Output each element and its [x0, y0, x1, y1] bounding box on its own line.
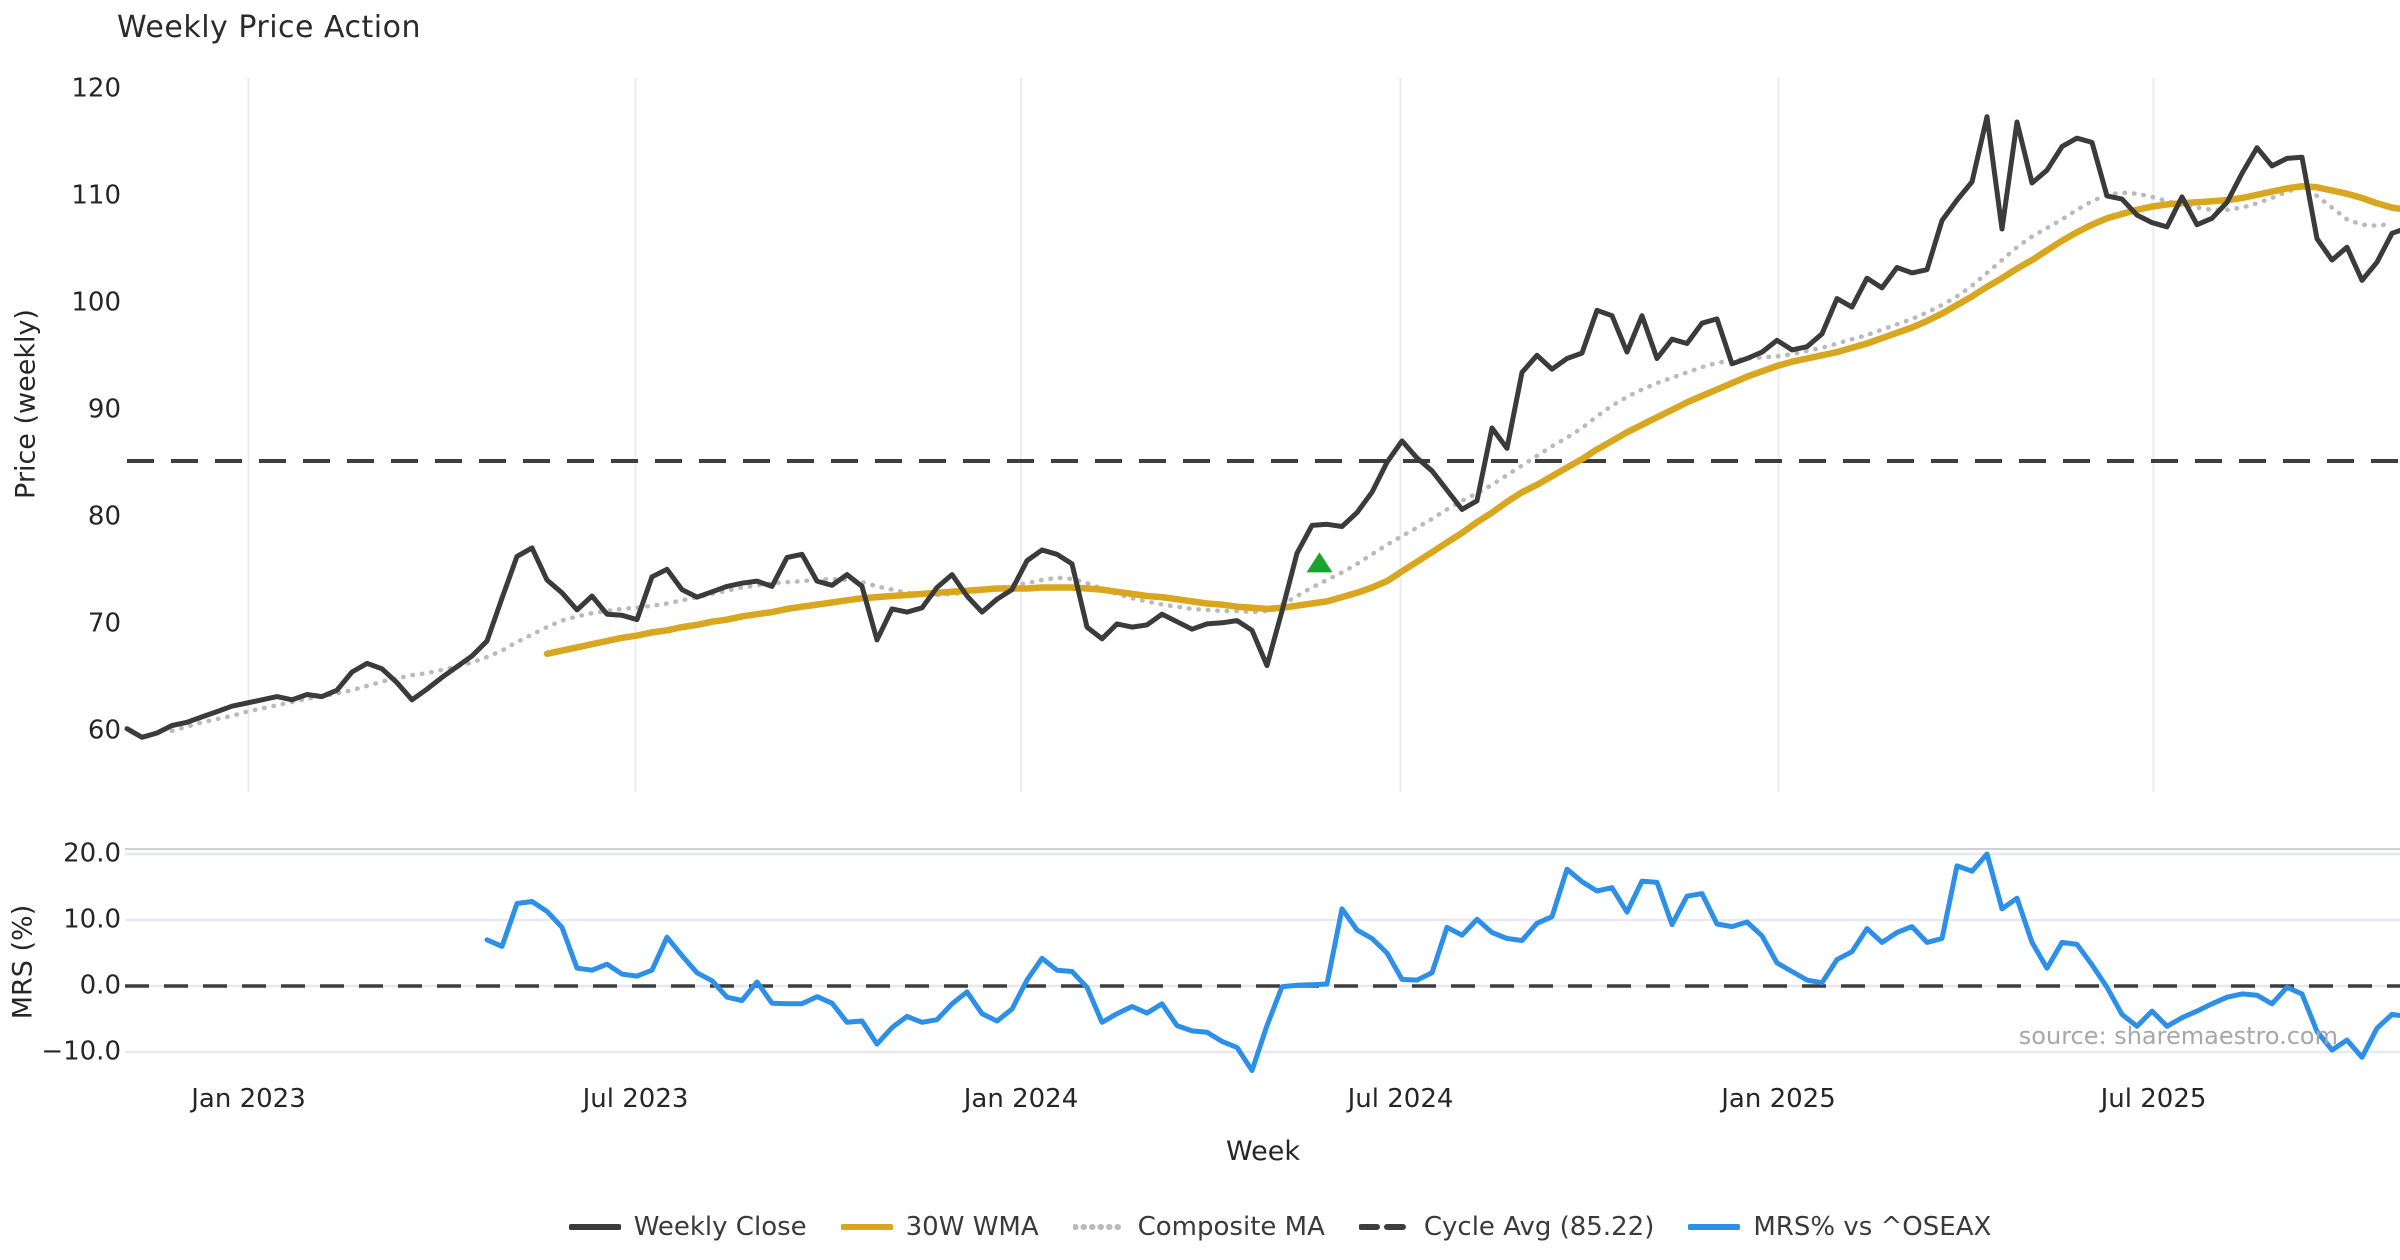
series-30w-wma [543, 182, 2400, 658]
legend-swatch-icon [1358, 1224, 1411, 1230]
legend-label: Cycle Avg (85.22) [1423, 1212, 1655, 1242]
x-tick-label: Jul 2025 [2100, 1084, 2207, 1114]
price-tick-label: 110 [71, 180, 121, 211]
legend-swatch-icon [568, 1224, 621, 1230]
price-tick-label: 70 [87, 608, 121, 639]
mrs-tick-label: −10.0 [41, 1036, 121, 1067]
legend-item-weekly-close: Weekly Close [568, 1212, 807, 1242]
x-tick-label: Jan 2023 [191, 1084, 306, 1114]
legend-item-composite-ma: Composite MA [1072, 1212, 1325, 1242]
x-tick-label: Jul 2024 [1347, 1084, 1454, 1114]
source-watermark: source: sharemaestro.com [2018, 1022, 2338, 1050]
legend-label: MRS% vs ^OSEAX [1753, 1212, 1992, 1242]
x-tick-label: Jan 2025 [1721, 1084, 1836, 1114]
x-tick-label: Jul 2023 [582, 1084, 689, 1114]
chart-title: Weekly Price Action [117, 10, 421, 45]
legend-item-30w-wma: 30W WMA [840, 1212, 1039, 1242]
mrs-tick-label: 20.0 [63, 838, 121, 869]
price-tick-label: 90 [87, 394, 121, 425]
legend-item-mrs-vs-oseax: MRS% vs ^OSEAX [1688, 1212, 1991, 1242]
mrs-tick-label: 0.0 [79, 970, 121, 1001]
chart-legend: Weekly Close 30W WMA Composite MA Cycle … [80, 1212, 2400, 1242]
legend-label: 30W WMA [905, 1212, 1039, 1242]
legend-swatch-icon [1688, 1224, 1741, 1230]
buy-signal-triangle-icon [1306, 552, 1333, 573]
series-mrs-vs-oseax [484, 851, 2400, 1073]
series-weekly-close [124, 114, 2400, 740]
legend-item-cycle-avg-85-22-: Cycle Avg (85.22) [1358, 1212, 1655, 1242]
x-axis-label: Week [1226, 1136, 1300, 1167]
price-tick-label: 80 [87, 501, 121, 532]
price-axis-label: Price (weekly) [10, 309, 42, 499]
price-tick-label: 120 [71, 73, 121, 104]
price-tick-label: 60 [87, 715, 121, 746]
mrs-tick-label: 10.0 [63, 904, 121, 935]
price-tick-label: 100 [71, 287, 121, 318]
x-tick-label: Jan 2024 [963, 1084, 1079, 1114]
legend-label: Weekly Close [633, 1212, 807, 1242]
legend-label: Composite MA [1137, 1212, 1325, 1242]
legend-swatch-icon [840, 1224, 893, 1230]
mrs-axis-label: MRS (%) [7, 904, 39, 1020]
legend-swatch-icon [1072, 1224, 1125, 1230]
